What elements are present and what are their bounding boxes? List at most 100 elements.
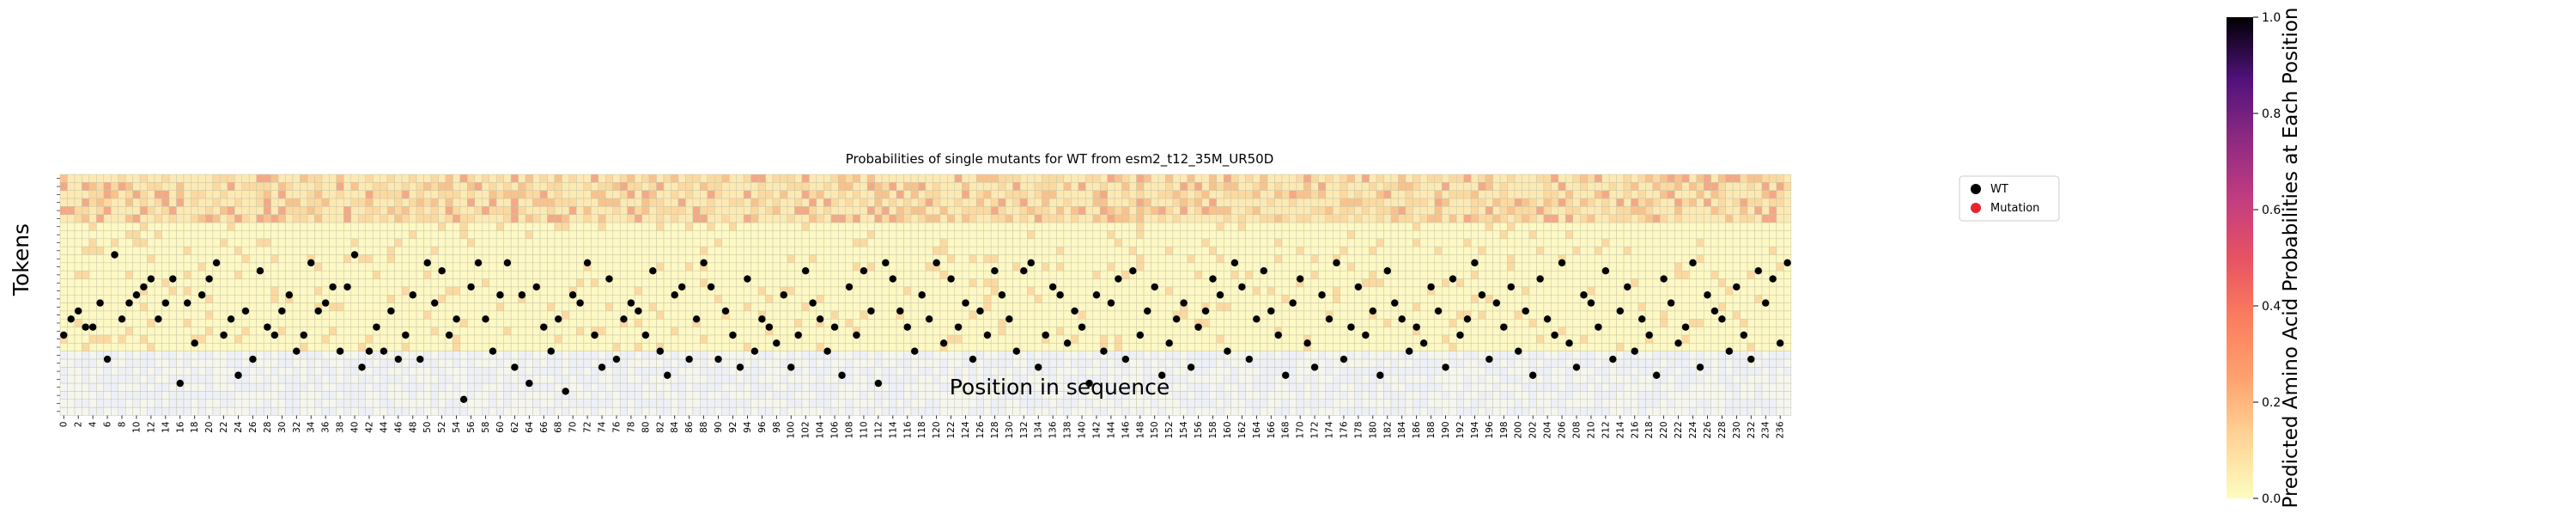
heatmap-cell	[103, 302, 112, 312]
heatmap-cell	[111, 174, 119, 183]
heatmap-cell	[532, 270, 541, 279]
heatmap-cell	[467, 295, 476, 303]
heatmap-cell	[495, 310, 504, 320]
heatmap-cell	[780, 214, 788, 223]
heatmap-cell	[975, 334, 984, 344]
heatmap-cell	[816, 399, 824, 408]
heatmap-cell	[1012, 399, 1021, 408]
heatmap-cell	[292, 254, 301, 264]
heatmap-cell	[591, 230, 599, 240]
heatmap-cell	[1216, 182, 1224, 191]
heatmap-cell	[1194, 262, 1203, 272]
heatmap-cell	[380, 406, 388, 416]
heatmap-cell	[82, 358, 90, 368]
heatmap-cell	[736, 375, 744, 384]
heatmap-cell	[321, 327, 330, 336]
heatmap-cell	[830, 182, 839, 191]
heatmap-cell	[866, 382, 875, 392]
heatmap-cell	[910, 302, 919, 312]
heatmap-cell	[619, 399, 628, 408]
heatmap-cell	[482, 334, 489, 344]
heatmap-cell	[445, 190, 453, 199]
heatmap-cell	[860, 286, 868, 296]
heatmap-cell	[794, 246, 803, 255]
heatmap-cell	[430, 391, 439, 400]
heatmap-cell	[495, 343, 504, 351]
heatmap-cell	[82, 222, 90, 231]
heatmap-cell	[772, 174, 781, 183]
heatmap-cell	[801, 238, 810, 247]
heatmap-cell	[365, 214, 374, 223]
heatmap-cell	[358, 295, 366, 303]
heatmap-cell	[1157, 214, 1166, 223]
heatmap-cell	[780, 190, 788, 199]
heatmap-cell	[467, 262, 476, 272]
heatmap-cell	[576, 238, 585, 247]
heatmap-cell	[866, 399, 875, 408]
heatmap-cell	[386, 214, 395, 223]
heatmap-cell	[82, 302, 90, 312]
heatmap-cell	[838, 310, 847, 320]
heatmap-cell	[438, 254, 447, 264]
heatmap-cell	[365, 286, 374, 296]
heatmap-cell	[1019, 198, 1028, 207]
heatmap-cell	[59, 278, 68, 288]
heatmap-cell	[386, 206, 395, 215]
heatmap-cell	[111, 262, 119, 272]
heatmap-cell	[474, 375, 483, 384]
heatmap-cell	[525, 351, 533, 360]
heatmap-cell	[998, 182, 1006, 191]
heatmap-cell	[82, 182, 90, 191]
heatmap-cell	[1260, 399, 1268, 408]
heatmap-cell	[227, 375, 235, 384]
heatmap-cell	[925, 327, 933, 336]
heatmap-cell	[933, 399, 941, 408]
heatmap-cell	[1099, 286, 1108, 296]
heatmap-cell	[314, 182, 323, 191]
heatmap-cell	[59, 262, 68, 272]
heatmap-cell	[947, 230, 956, 240]
heatmap-cell	[889, 382, 897, 392]
heatmap-cell	[74, 406, 82, 416]
heatmap-cell	[96, 262, 105, 272]
heatmap-cell	[780, 302, 788, 312]
heatmap-cell	[1121, 286, 1130, 296]
heatmap-cell	[896, 295, 904, 303]
heatmap-cell	[67, 270, 76, 279]
heatmap-cell	[801, 222, 810, 231]
heatmap-cell	[962, 278, 970, 288]
heatmap-cell	[605, 375, 613, 384]
heatmap-cell	[714, 270, 723, 279]
heatmap-cell	[365, 238, 374, 247]
heatmap-cell	[983, 190, 992, 199]
heatmap-cell	[329, 295, 337, 303]
heatmap-cell	[1267, 222, 1275, 231]
heatmap-cell	[518, 182, 526, 191]
heatmap-cell	[860, 382, 868, 392]
heatmap-cell	[482, 343, 489, 351]
heatmap-cell	[147, 351, 155, 360]
heatmap-cell	[1216, 198, 1224, 207]
heatmap-cell	[780, 230, 788, 240]
heatmap-cell	[627, 238, 635, 247]
heatmap-cell	[103, 222, 112, 231]
heatmap-cell	[1252, 238, 1261, 247]
heatmap-cell	[787, 238, 795, 247]
heatmap-cell	[990, 310, 999, 320]
heatmap-cell	[830, 206, 839, 215]
heatmap-cell	[939, 222, 948, 231]
heatmap-cell	[139, 295, 148, 303]
heatmap-cell	[1085, 358, 1093, 368]
heatmap-cell	[1092, 206, 1101, 215]
heatmap-cell	[1201, 206, 1210, 215]
heatmap-cell	[1042, 230, 1050, 240]
heatmap-cell	[750, 358, 759, 368]
heatmap-cell	[787, 399, 795, 408]
heatmap-cell	[1114, 238, 1122, 247]
heatmap-cell	[1034, 254, 1042, 264]
heatmap-cell	[736, 214, 744, 223]
heatmap-cell	[1042, 295, 1050, 303]
heatmap-cell	[336, 270, 344, 279]
heatmap-cell	[525, 262, 533, 272]
heatmap-cell	[918, 238, 927, 247]
